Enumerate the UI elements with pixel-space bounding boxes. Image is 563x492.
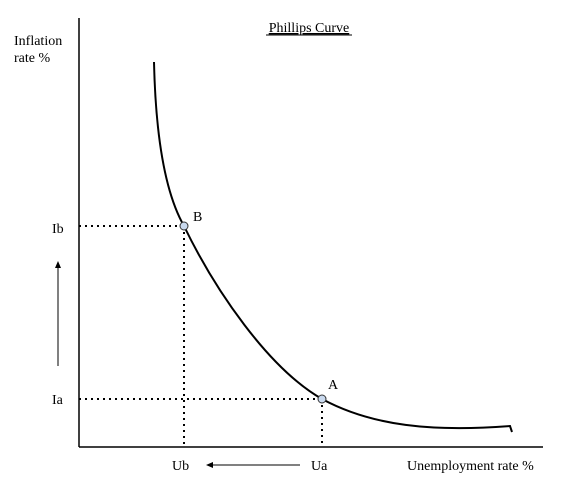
y-axis-label: Inflation: [14, 34, 62, 49]
x-axis-label: Unemployment rate %: [407, 459, 534, 474]
y-label: Ib: [52, 222, 64, 237]
phillips-curve: [153, 61, 513, 433]
y-axis-label: rate %: [14, 51, 50, 66]
point: [179, 221, 189, 231]
x-label: Ub: [172, 459, 189, 474]
point: [317, 394, 327, 404]
y-label: Ia: [52, 393, 64, 408]
point-label: A: [328, 378, 339, 393]
x-label: Ua: [311, 459, 328, 474]
title: Phillips Curve: [269, 21, 350, 36]
point-label: B: [193, 210, 202, 225]
